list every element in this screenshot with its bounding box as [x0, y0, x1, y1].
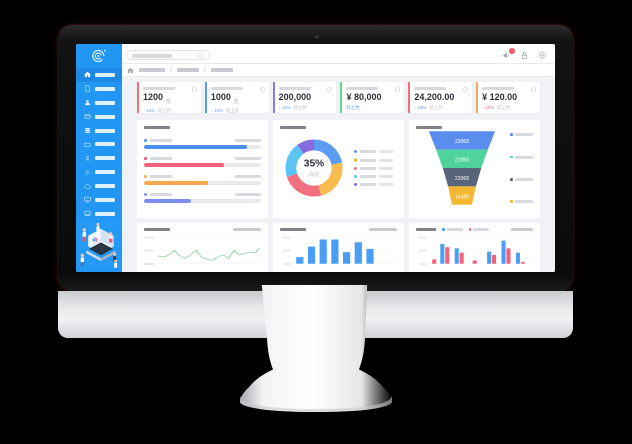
svg-text:800: 800	[419, 236, 428, 240]
svg-text:18000: 18000	[144, 262, 156, 266]
svg-text:35%: 35%	[304, 159, 324, 170]
svg-text:200: 200	[419, 262, 428, 266]
svg-text:42000: 42000	[144, 236, 156, 240]
svg-text:14580: 14580	[455, 195, 469, 201]
svg-text:30000: 30000	[144, 249, 156, 253]
svg-text:占比: 占比	[309, 170, 320, 178]
svg-text:500: 500	[419, 249, 428, 253]
svg-text:300: 300	[283, 262, 292, 266]
svg-text:21056: 21056	[455, 158, 469, 164]
svg-text:600: 600	[283, 249, 292, 253]
svg-text:23068: 23068	[455, 139, 469, 145]
svg-text:22068: 22068	[455, 176, 469, 182]
svg-text:900: 900	[283, 236, 292, 240]
